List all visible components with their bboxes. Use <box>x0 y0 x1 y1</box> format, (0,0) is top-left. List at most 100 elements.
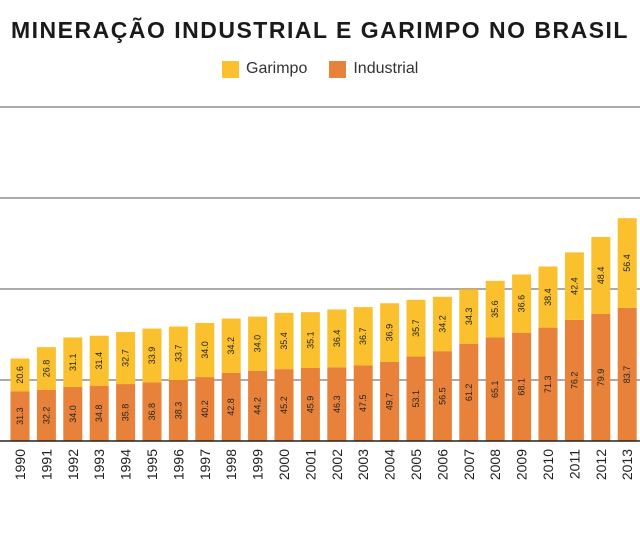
year-tick-label: 2002 <box>329 449 345 480</box>
bar-industrial <box>274 369 294 441</box>
bar-garimpo <box>221 318 241 373</box>
value-label-industrial: 34.8 <box>94 405 104 423</box>
value-label-industrial: 32.2 <box>41 407 51 425</box>
bar-garimpo <box>89 335 109 386</box>
value-label-garimpo: 31.4 <box>94 352 104 370</box>
value-label-garimpo: 34.2 <box>437 315 447 333</box>
bar-industrial <box>89 385 109 441</box>
bar-garimpo <box>142 328 162 383</box>
year-tick-label: 2006 <box>434 449 450 480</box>
bar-industrial <box>116 384 136 441</box>
year-tick-label: 2001 <box>302 449 318 480</box>
bar-industrial <box>459 343 479 441</box>
value-label-garimpo: 33.9 <box>147 347 157 365</box>
year-tick-label: 1992 <box>65 449 81 480</box>
value-label-garimpo: 20.6 <box>15 366 25 384</box>
bar-garimpo <box>591 236 611 314</box>
legend-label-garimpo: Garimpo <box>246 60 308 77</box>
value-label-garimpo: 33.7 <box>173 345 183 363</box>
year-tick-label: 2008 <box>487 449 503 480</box>
value-label-garimpo: 35.6 <box>490 300 500 318</box>
year-tick-label: 1995 <box>144 449 160 480</box>
bar-industrial <box>142 382 162 441</box>
bar-garimpo <box>116 332 136 385</box>
bar-industrial <box>591 313 611 441</box>
bar-garimpo <box>538 266 558 328</box>
bar-industrial <box>485 337 505 441</box>
value-label-garimpo: 42.4 <box>569 277 579 295</box>
bar-industrial <box>195 377 215 441</box>
value-label-garimpo: 32.7 <box>121 349 131 367</box>
bar-industrial <box>380 361 400 441</box>
value-label-garimpo: 31.1 <box>68 353 78 371</box>
year-tick-label: 2003 <box>355 449 371 480</box>
value-label-garimpo: 35.4 <box>279 332 289 350</box>
bar-industrial <box>406 356 426 441</box>
bar-industrial <box>221 372 241 441</box>
bar-garimpo <box>406 299 426 357</box>
value-label-garimpo: 34.0 <box>200 341 210 359</box>
year-tick-label: 1993 <box>91 449 107 480</box>
value-label-garimpo: 56.4 <box>622 254 632 272</box>
value-label-garimpo: 36.7 <box>358 328 368 346</box>
value-label-industrial: 44.2 <box>253 397 263 415</box>
value-label-industrial: 47.5 <box>358 394 368 412</box>
bar-garimpo <box>195 322 215 378</box>
value-label-garimpo: 38.4 <box>543 288 553 306</box>
value-label-industrial: 40.2 <box>200 400 210 418</box>
year-tick-label: 2000 <box>276 449 292 480</box>
value-label-garimpo: 34.2 <box>226 337 236 355</box>
bar-industrial <box>300 367 320 441</box>
year-tick-label: 2013 <box>619 449 635 480</box>
value-label-industrial: 35.8 <box>121 404 131 422</box>
bar-industrial <box>538 327 558 441</box>
bar-garimpo <box>274 312 294 370</box>
bar-garimpo <box>248 316 268 371</box>
bar-garimpo <box>300 312 320 368</box>
value-label-industrial: 79.9 <box>596 369 606 387</box>
bar-garimpo <box>564 252 584 320</box>
value-label-industrial: 36.8 <box>147 403 157 421</box>
value-label-industrial: 71.3 <box>543 376 553 394</box>
bar-industrial <box>248 370 268 441</box>
value-label-garimpo: 34.0 <box>253 335 263 353</box>
value-label-industrial: 45.9 <box>305 396 315 414</box>
legend-item-industrial: Industrial <box>329 60 418 78</box>
bar-industrial <box>168 380 188 441</box>
year-tick-label: 1991 <box>38 449 54 480</box>
value-label-industrial: 83.7 <box>622 366 632 384</box>
value-label-industrial: 65.1 <box>490 380 500 398</box>
year-tick-label: 2005 <box>408 449 424 480</box>
value-label-industrial: 38.3 <box>173 402 183 420</box>
value-label-garimpo: 48.4 <box>596 267 606 285</box>
year-tick-label: 2009 <box>514 449 530 480</box>
value-label-industrial: 31.3 <box>15 407 25 425</box>
year-tick-label: 2012 <box>593 449 609 480</box>
value-label-garimpo: 36.4 <box>332 330 342 348</box>
year-tick-label: 2004 <box>382 449 398 480</box>
bar-industrial <box>327 367 347 441</box>
value-label-garimpo: 26.8 <box>41 360 51 378</box>
chart-title: MINERAÇÃO INDUSTRIAL E GARIMPO NO BRASIL <box>11 17 629 43</box>
bar-garimpo <box>432 296 452 352</box>
bar-garimpo <box>327 309 347 368</box>
year-tick-label: 1998 <box>223 449 239 480</box>
value-label-garimpo: 36.6 <box>517 295 527 313</box>
bar-garimpo <box>10 358 30 392</box>
legend-swatch-industrial <box>329 60 347 78</box>
year-tick-label: 1990 <box>12 449 28 480</box>
bar-industrial <box>36 389 56 441</box>
bar-industrial <box>63 386 83 441</box>
value-label-industrial: 68.1 <box>517 378 527 396</box>
year-tick-label: 1994 <box>118 449 134 480</box>
value-label-garimpo: 35.7 <box>411 319 421 337</box>
bar-industrial <box>512 332 532 441</box>
legend-swatch-garimpo <box>222 60 239 78</box>
bar-industrial <box>353 365 373 441</box>
bar-industrial <box>617 307 637 441</box>
value-label-industrial: 76.2 <box>569 372 579 390</box>
value-label-industrial: 53.1 <box>411 390 421 408</box>
bar-garimpo <box>353 307 373 366</box>
year-tick-label: 2011 <box>566 449 582 479</box>
